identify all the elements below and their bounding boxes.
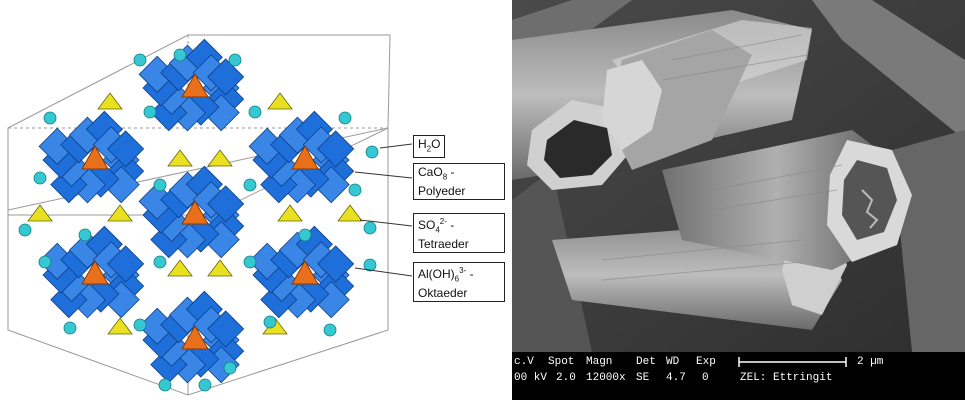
ca-polyhedron [81,259,109,285]
sample-label: ZEL: Ettringit [740,372,833,384]
octahedra-columns [38,38,355,384]
so4-tetrahedron [207,259,233,277]
so4-tetrahedron [277,204,303,222]
octahedra-cluster [138,290,245,384]
sem-header-hv: c.V [514,356,534,368]
ca-polyhedron [81,144,109,170]
octahedra-cluster [138,165,245,259]
water-molecule [18,223,32,237]
water-molecule [153,178,167,192]
ca-polyhedron [181,199,209,225]
water-molecule [153,255,167,269]
water-molecule [133,53,147,67]
al-octahedron [207,310,245,348]
scale-label: 2 µm [857,356,884,368]
sem-info-bar: c.V Spot Magn Det WD Exp 00 kV 2.0 12000… [512,352,965,400]
water-molecule [133,318,147,332]
sem-header-exp: Exp [696,356,716,368]
al-octahedron [317,245,355,283]
water-molecule [263,315,277,329]
so4-tetrahedron [107,204,133,222]
water-molecule [33,171,47,185]
water-molecule [223,361,237,375]
water-molecule [365,145,379,159]
label-leader-lines [354,143,413,277]
aloh6-label: Al(OH)63- - Oktaeder [413,262,505,303]
water-molecule [363,258,377,272]
sem-header-spot: Spot [548,356,575,368]
ettringite-crystals-image [512,0,965,352]
water-molecule [363,221,377,235]
sem-value-hv: 00 kV [514,372,548,384]
sem-value-det: SE [636,372,650,384]
sem-value-exp: 0 [702,372,709,384]
cao8-label: CaO8 - Polyeder [413,163,505,201]
scale-bar [738,357,847,367]
ettringite-structure-diagram: H2O CaO8 - Polyeder SO42- - Tetraeder Al… [7,34,505,396]
ca-polyhedron [181,324,209,350]
ca-polyhedron [291,259,319,285]
octahedra-cluster [38,110,145,204]
al-octahedron [107,245,145,283]
sem-value-wd: 4.7 [666,372,686,384]
water-molecule [348,183,362,197]
so4-tetrahedron [27,204,53,222]
water-molecule [248,105,262,119]
sem-header-wd: WD [666,356,680,368]
so4-tetrahedron [107,317,133,335]
so4-tetrahedron [267,92,293,110]
octahedra-cluster [38,225,145,319]
sem-value-magn: 12000x [586,372,626,384]
sem-value-spot: 2.0 [556,372,576,384]
sem-header-det: Det [636,356,656,368]
crystal-structure-svg [7,34,413,396]
water-molecule [173,48,187,62]
al-octahedron [107,130,145,168]
water-molecule [158,378,172,392]
water-molecule [298,228,312,242]
sem-micrograph: c.V Spot Magn Det WD Exp 00 kV 2.0 12000… [512,0,965,400]
octahedra-cluster [138,38,245,132]
water-molecule [323,323,337,337]
so4-tetrahedron [167,259,193,277]
sulfate-tetrahedra [27,92,363,335]
water-molecule [38,255,52,269]
water-molecule [63,321,77,335]
so4-tetrahedron [337,204,363,222]
octahedra-cluster [248,110,355,204]
octahedra-cluster [248,225,355,319]
al-octahedron [207,58,245,96]
al-octahedron [317,130,355,168]
water-molecule [43,111,57,125]
h2o-label: H2O [413,135,446,159]
water-molecule [243,178,257,192]
water-molecule [228,53,242,67]
water-molecule [198,378,212,392]
water-molecule [78,228,92,242]
water-molecules [18,48,379,392]
so4-tetrahedron [167,149,193,167]
water-molecule [143,105,157,119]
so4-tetrahedron [207,149,233,167]
ca-polyhedron [181,72,209,98]
al-octahedron [207,185,245,223]
so4-label: SO42- - Tetraeder [413,213,505,254]
water-molecule [338,111,352,125]
sem-header-magn: Magn [586,356,613,368]
ca-polyhedron [291,144,319,170]
water-molecule [243,255,257,269]
so4-tetrahedron [97,92,123,110]
